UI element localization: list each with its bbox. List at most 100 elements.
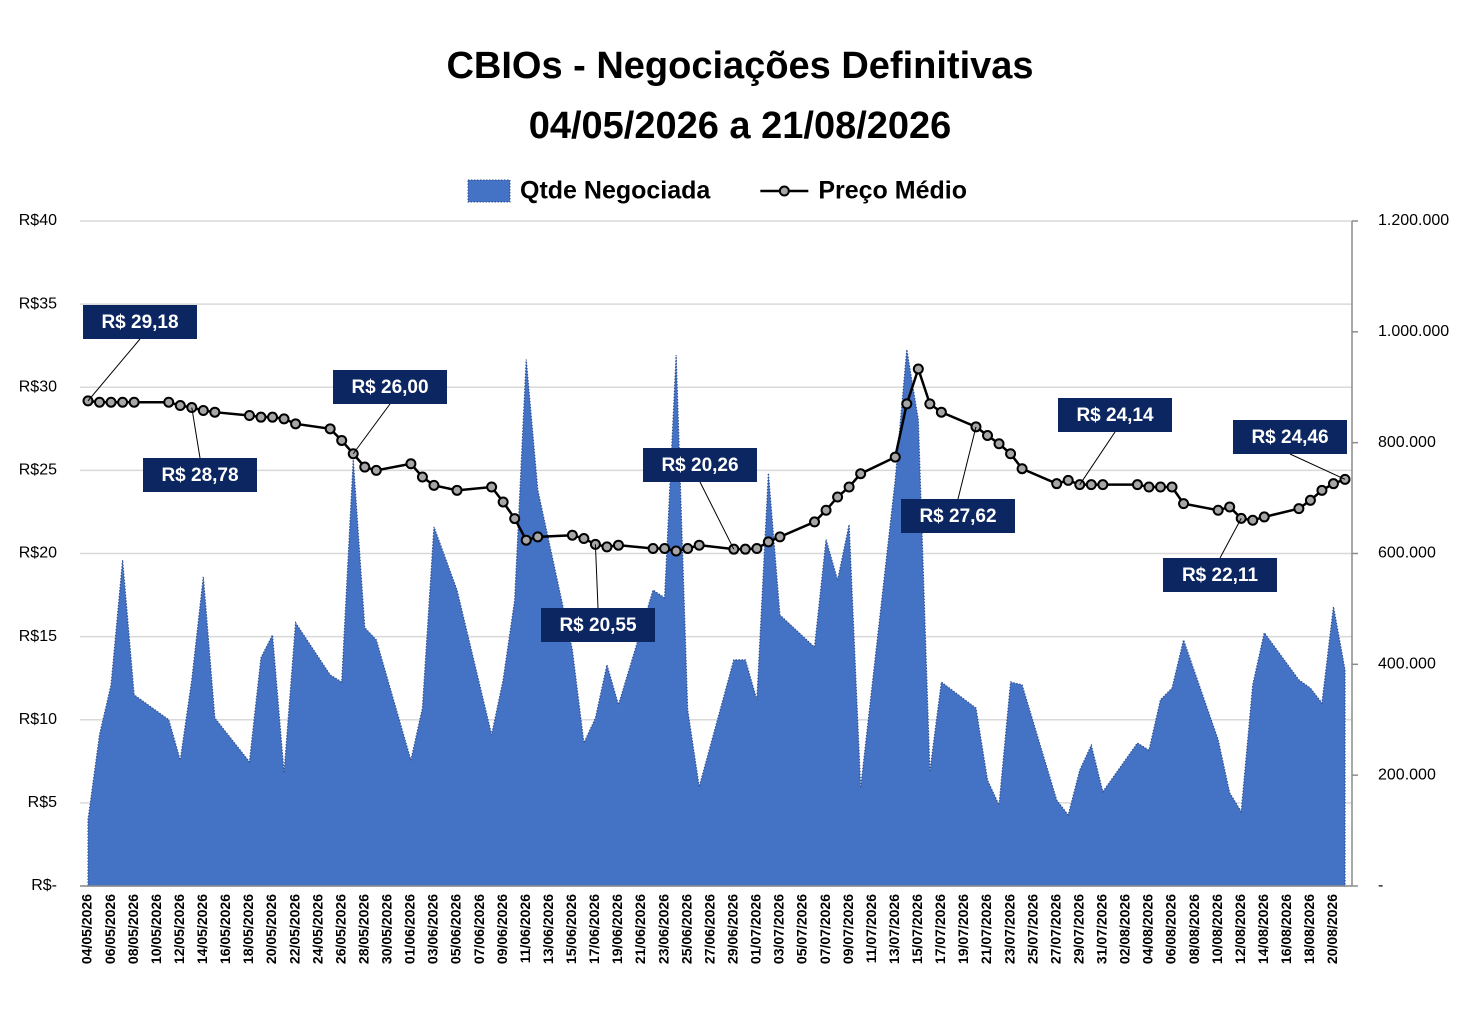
marker xyxy=(1178,498,1190,510)
x-tick-label: 17/06/2026 xyxy=(586,894,602,964)
x-tick-label: 07/06/2026 xyxy=(471,894,487,964)
x-tick-label: 14/08/2026 xyxy=(1255,894,1271,964)
marker xyxy=(532,531,544,543)
x-tick-label: 03/06/2026 xyxy=(425,894,441,964)
x-tick-label: 30/05/2026 xyxy=(379,894,395,964)
x-tick-label: 09/06/2026 xyxy=(494,894,510,964)
y-tick-label: R$25 xyxy=(19,462,57,479)
annotation-box xyxy=(1233,420,1347,454)
marker xyxy=(832,491,844,503)
annotation-label: R$ 20,26 xyxy=(661,455,738,476)
area xyxy=(87,349,1346,887)
marker xyxy=(486,481,498,493)
marker xyxy=(243,410,255,422)
x-tick-label: 23/06/2026 xyxy=(655,894,671,964)
y2-tick-label: 1.200.000 xyxy=(1378,212,1449,229)
x-tick-label: 25/06/2026 xyxy=(678,894,694,964)
marker xyxy=(1327,478,1339,490)
marker xyxy=(566,529,578,541)
marker xyxy=(197,405,209,417)
x-tick-label: 23/07/2026 xyxy=(1001,894,1017,964)
annotation-pointer xyxy=(1079,431,1116,485)
marker xyxy=(1224,501,1236,513)
marker xyxy=(1097,479,1109,491)
annotation-label: R$ 24,46 xyxy=(1251,427,1328,448)
marker xyxy=(1154,481,1166,493)
marker xyxy=(1062,474,1074,486)
x-tick-label: 29/07/2026 xyxy=(1070,894,1086,964)
legend-label: Qtde Negociada xyxy=(520,177,711,205)
annotation-box xyxy=(901,499,1015,533)
legend-swatch xyxy=(467,179,511,203)
x-tick-label: 19/07/2026 xyxy=(955,894,971,964)
marker xyxy=(682,543,694,555)
marker xyxy=(1212,504,1224,516)
marker xyxy=(267,411,279,423)
x-tick-label: 07/07/2026 xyxy=(817,894,833,964)
legend-label: Preço Médio xyxy=(818,177,967,205)
marker xyxy=(855,468,867,480)
x-tick-label: 01/06/2026 xyxy=(402,894,418,964)
annotation-pointer xyxy=(87,338,141,402)
marker xyxy=(255,411,267,423)
marker xyxy=(1316,484,1328,496)
annotation-label: R$ 29,18 xyxy=(101,312,178,333)
y-tick-label: R$5 xyxy=(28,794,57,811)
marker xyxy=(1143,481,1155,493)
y-tick-label: R$20 xyxy=(19,545,57,562)
marker xyxy=(762,536,774,548)
marker xyxy=(935,406,947,418)
y-tick-label: R$40 xyxy=(19,212,57,229)
marker xyxy=(451,484,463,496)
marker xyxy=(509,513,521,525)
annotation-pointer xyxy=(1219,518,1242,559)
annotation-label: R$ 20,55 xyxy=(559,615,637,636)
annotation-pointer xyxy=(699,481,735,550)
marker xyxy=(1085,479,1097,491)
y-tick-label: R$10 xyxy=(19,711,57,728)
legend-marker xyxy=(778,185,790,197)
x-tick-label: 05/07/2026 xyxy=(794,894,810,964)
x-tick-label: 20/08/2026 xyxy=(1324,894,1340,964)
x-tick-label: 05/06/2026 xyxy=(448,894,464,964)
x-tick-label: 02/08/2026 xyxy=(1117,894,1133,964)
x-tick-label: 13/07/2026 xyxy=(886,894,902,964)
x-tick-label: 21/07/2026 xyxy=(978,894,994,964)
x-tick-label: 12/08/2026 xyxy=(1232,894,1248,964)
marker xyxy=(1051,478,1063,490)
annotation-label: R$ 22,11 xyxy=(1182,565,1258,586)
marker xyxy=(416,471,428,483)
annotation-pointer xyxy=(1289,453,1346,480)
x-tick-label: 15/06/2026 xyxy=(563,894,579,964)
marker xyxy=(912,363,924,375)
x-tick-label: 22/05/2026 xyxy=(286,894,302,964)
marker xyxy=(901,398,913,410)
annotation-pointer xyxy=(957,426,977,500)
x-tick-label: 04/08/2026 xyxy=(1140,894,1156,964)
marker xyxy=(820,504,832,516)
marker xyxy=(612,539,624,551)
marker xyxy=(1005,448,1017,460)
x-tick-label: 27/07/2026 xyxy=(1047,894,1063,964)
marker xyxy=(659,543,671,555)
x-tick-label: 15/07/2026 xyxy=(909,894,925,964)
y-tick-label: R$30 xyxy=(19,378,57,395)
marker xyxy=(889,451,901,463)
x-tick-label: 12/05/2026 xyxy=(171,894,187,964)
y2-tick-label: 600.000 xyxy=(1378,545,1436,562)
annotation-box xyxy=(1163,558,1277,592)
marker xyxy=(843,481,855,493)
annotation-label: R$ 26,00 xyxy=(351,377,428,398)
marker xyxy=(670,545,682,557)
marker xyxy=(336,434,348,446)
x-tick-label: 04/05/2026 xyxy=(79,894,95,964)
marker xyxy=(1131,479,1143,491)
annotation-pointer xyxy=(594,544,599,609)
marker xyxy=(739,543,751,555)
marker xyxy=(428,479,440,491)
marker xyxy=(647,543,659,555)
y-tick-label: R$15 xyxy=(19,628,57,645)
marker xyxy=(774,531,786,543)
x-tick-label: 20/05/2026 xyxy=(263,894,279,964)
x-tick-label: 06/08/2026 xyxy=(1163,894,1179,964)
